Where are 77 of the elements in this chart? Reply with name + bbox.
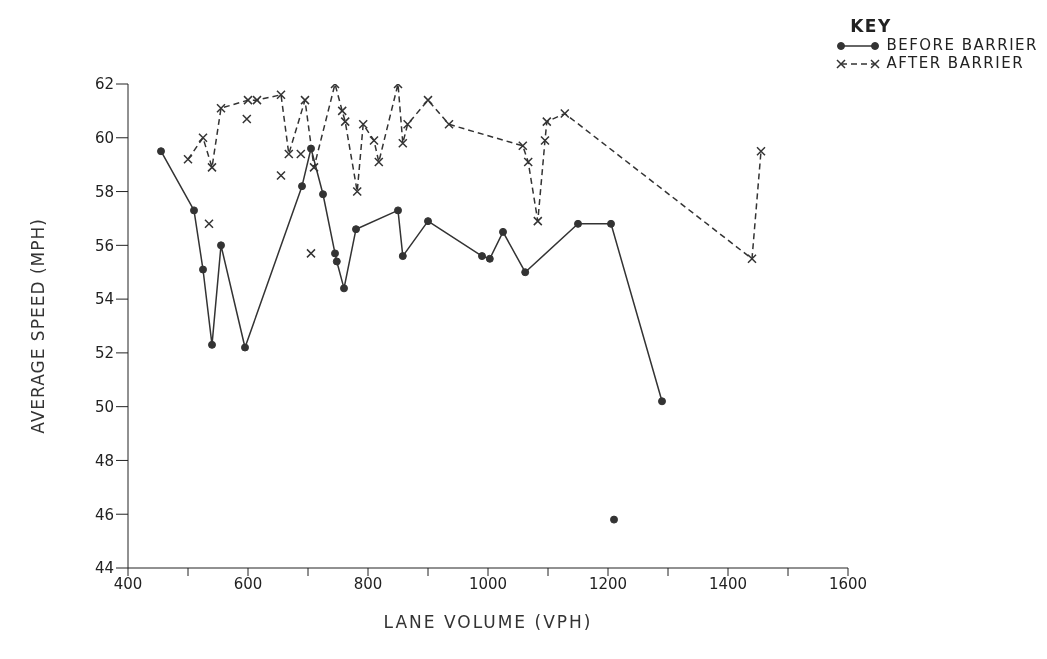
point	[523, 157, 533, 167]
x-axis-title: LANE VOLUME (VPH)	[383, 612, 593, 632]
x-tick-label: 1400	[708, 574, 748, 593]
point	[190, 206, 198, 215]
point	[352, 225, 360, 234]
point	[157, 147, 165, 156]
point	[332, 257, 341, 266]
point	[216, 103, 226, 113]
point	[358, 119, 368, 130]
point	[402, 119, 413, 130]
y-tick-label: 52	[94, 344, 114, 363]
y-tick-label: 56	[94, 236, 114, 255]
point	[658, 397, 666, 406]
point	[242, 114, 252, 124]
x-tick-label: 1000	[468, 574, 508, 593]
point	[394, 206, 402, 215]
point	[198, 133, 208, 143]
point	[499, 227, 507, 236]
point	[518, 141, 528, 151]
point	[306, 248, 316, 259]
point	[276, 90, 286, 100]
point	[756, 146, 766, 156]
point	[298, 182, 306, 191]
point	[485, 254, 494, 263]
point	[276, 170, 286, 181]
y-tick-label: 44	[94, 559, 114, 578]
point	[199, 265, 207, 274]
y-tick-label: 54	[94, 290, 114, 309]
point	[340, 284, 348, 293]
point	[217, 241, 225, 250]
point	[533, 216, 543, 226]
point	[398, 138, 408, 148]
point	[540, 135, 550, 146]
point	[542, 116, 552, 127]
point	[424, 217, 432, 226]
y-tick-label: 50	[94, 397, 114, 416]
point	[208, 340, 216, 349]
point	[296, 149, 306, 159]
point	[607, 219, 615, 228]
point	[207, 162, 217, 173]
point	[369, 135, 379, 146]
point	[398, 252, 407, 261]
y-axis-title: AVERAGE SPEED (MPH)	[28, 218, 49, 434]
point	[521, 268, 530, 277]
point	[309, 162, 319, 173]
point	[183, 154, 193, 165]
x-tick-label: 600	[233, 574, 263, 593]
point	[423, 95, 433, 105]
y-tick-label: 46	[94, 505, 114, 524]
point	[560, 108, 570, 119]
point	[610, 515, 618, 524]
point	[374, 157, 384, 167]
point	[331, 249, 339, 258]
point	[352, 186, 362, 197]
legend-title: KEY	[850, 16, 893, 36]
point	[307, 144, 315, 153]
y-tick-label: 62	[94, 75, 114, 94]
point	[340, 116, 350, 127]
point	[478, 252, 486, 261]
point	[284, 149, 294, 159]
x-tick-label: 1600	[828, 574, 868, 593]
y-tick-label: 58	[94, 182, 114, 201]
legend-label: AFTER BARRIER	[886, 54, 1025, 72]
x-tick-label: 1200	[588, 574, 628, 593]
point	[747, 254, 757, 264]
x-tick-label: 800	[353, 574, 383, 593]
point	[444, 119, 454, 130]
point	[319, 190, 327, 199]
y-tick-label: 48	[94, 451, 114, 470]
x-tick-label: 400	[113, 574, 143, 593]
point	[337, 106, 347, 116]
point	[300, 95, 310, 105]
point	[241, 343, 249, 352]
point	[204, 219, 214, 229]
point	[574, 219, 582, 228]
legend-label: BEFORE BARRIER	[886, 36, 1038, 54]
y-tick-label: 60	[94, 129, 114, 148]
